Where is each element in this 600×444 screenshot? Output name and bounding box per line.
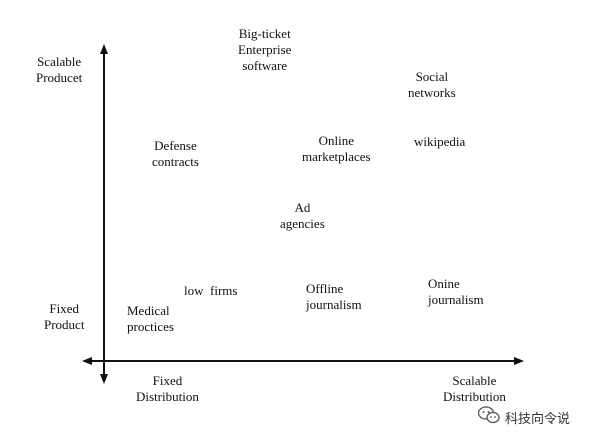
y-axis-bottom-label: Fixed Product	[44, 301, 85, 332]
item-social-networks: Social networks	[408, 69, 456, 100]
wechat-icon	[477, 406, 500, 428]
x-axis-left-label: Fixed Distribution	[136, 373, 199, 404]
x-axis-right-label: Scalable Distribution	[443, 373, 506, 404]
y-axis-top-label: Scalable Producet	[36, 54, 83, 85]
item-wikipedia: wikipedia	[414, 134, 466, 149]
item-offline-journalism: Offline journalism	[306, 281, 362, 312]
item-medical-proctices: Medical proctices	[127, 303, 174, 334]
item-online-marketplaces: Online marketplaces	[302, 133, 371, 164]
watermark-text: 科技向令说	[505, 411, 571, 427]
item-onine-journalism: Onine journalism	[428, 276, 484, 307]
item-low-firms: low firms	[184, 283, 238, 298]
item-ad-agencies: Ad agencies	[280, 200, 325, 231]
watermark: 科技向令说	[477, 406, 571, 428]
item-defense-contracts: Defense contracts	[152, 138, 199, 169]
item-big-ticket-enterprise-software: Big-ticket Enterprise software	[238, 26, 292, 73]
